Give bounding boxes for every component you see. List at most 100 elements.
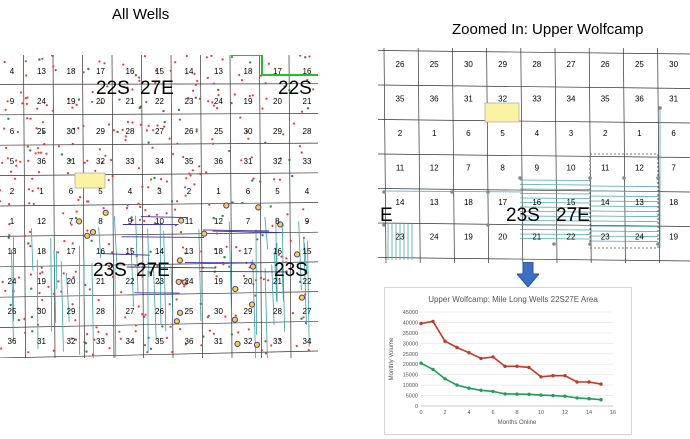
well-dot xyxy=(78,98,80,100)
well-dot xyxy=(176,143,178,145)
well-dot xyxy=(162,110,164,112)
well-dot xyxy=(216,107,218,109)
township-label: E xyxy=(380,205,393,226)
section-number: 24 xyxy=(37,97,46,106)
well-dot xyxy=(265,352,267,354)
section-grid xyxy=(378,48,690,263)
well-dot xyxy=(270,344,272,346)
well-dot xyxy=(235,315,237,317)
data-point xyxy=(491,390,494,393)
well-dot xyxy=(166,212,168,214)
section-number: 20 xyxy=(67,277,76,286)
well-dot xyxy=(299,55,301,57)
lateral-line xyxy=(31,228,33,270)
section-number: 2 xyxy=(10,187,15,196)
data-point xyxy=(419,362,422,365)
down-arrow-icon xyxy=(517,262,539,288)
section-number: 13 xyxy=(8,247,17,256)
x-tick-label: 2 xyxy=(443,410,446,416)
well-dot xyxy=(120,338,122,340)
well-dot xyxy=(273,178,275,180)
section-number: 9 xyxy=(10,97,15,106)
section-number: 10 xyxy=(567,164,576,173)
well-dot xyxy=(139,206,141,208)
well-symbol xyxy=(486,223,490,227)
section-number: 9 xyxy=(535,164,540,173)
section-number: 36 xyxy=(635,95,644,104)
well-dot xyxy=(195,84,197,86)
section-number: 5 xyxy=(275,187,280,196)
lateral-line xyxy=(141,217,188,218)
well-dot xyxy=(122,64,124,66)
well-dot xyxy=(33,203,35,205)
section-number: 7 xyxy=(466,164,471,173)
section-number: 23 xyxy=(185,97,194,106)
well-dot xyxy=(26,103,28,105)
well-dot xyxy=(108,243,110,245)
well-dot xyxy=(164,121,166,123)
township-label: 27E xyxy=(136,260,170,281)
well-dot xyxy=(112,175,114,177)
section-number: 17 xyxy=(244,247,253,256)
section-number: 13 xyxy=(430,198,439,207)
lateral-line xyxy=(265,268,267,358)
grid-line xyxy=(142,55,144,358)
well-symbol xyxy=(382,190,386,194)
well-dot xyxy=(217,94,219,96)
well-dot xyxy=(265,98,267,100)
section-number: 32 xyxy=(498,95,507,104)
lateral-line xyxy=(590,226,658,227)
well-dot xyxy=(35,152,37,154)
lateral-line xyxy=(520,203,590,204)
well-dot xyxy=(131,121,133,123)
well-symbol xyxy=(250,264,255,269)
well-dot xyxy=(75,271,77,273)
section-number: 12 xyxy=(430,164,439,173)
well-dot xyxy=(43,143,45,145)
well-dot xyxy=(186,55,188,57)
township-label: 22S xyxy=(96,78,130,99)
section-number: 34 xyxy=(126,337,135,346)
well-dot xyxy=(1,162,3,164)
well-dot xyxy=(148,125,150,127)
section-number: 19 xyxy=(669,233,678,242)
section-number: 9 xyxy=(128,217,133,226)
well-dot xyxy=(38,152,40,154)
well-dot xyxy=(271,225,273,227)
well-dot xyxy=(192,90,194,92)
section-number: 18 xyxy=(214,247,223,256)
well-dot xyxy=(91,101,93,103)
well-dot xyxy=(300,318,302,320)
data-point xyxy=(467,387,470,390)
well-dot xyxy=(147,186,149,188)
section-number: 19 xyxy=(37,277,46,286)
well-dot xyxy=(145,101,147,103)
section-number: 2 xyxy=(398,129,403,138)
well-dot xyxy=(292,312,294,314)
well-symbol xyxy=(656,176,660,180)
well-dot xyxy=(116,131,118,133)
well-dot xyxy=(296,345,298,347)
section-number: 28 xyxy=(273,307,282,316)
well-dot xyxy=(126,207,128,209)
section-number: 14 xyxy=(155,247,164,256)
well-dot xyxy=(118,331,120,333)
lateral-line xyxy=(256,230,257,335)
well-dot xyxy=(24,235,26,237)
section-number: 31 xyxy=(214,337,223,346)
section-number: 31 xyxy=(37,337,46,346)
well-dot xyxy=(17,131,19,133)
production-chart: Upper Wolfcamp: Mile Long Wells 22S27E A… xyxy=(384,287,632,435)
well-symbol xyxy=(233,286,238,291)
well-dot xyxy=(241,202,243,204)
section-number: 32 xyxy=(244,337,253,346)
data-point xyxy=(479,389,482,392)
section-number: 10 xyxy=(155,217,164,226)
well-dot xyxy=(27,242,29,244)
well-dot xyxy=(38,171,40,173)
well-dot xyxy=(10,304,12,306)
well-dot xyxy=(31,178,33,180)
section-number: 11 xyxy=(396,164,405,173)
